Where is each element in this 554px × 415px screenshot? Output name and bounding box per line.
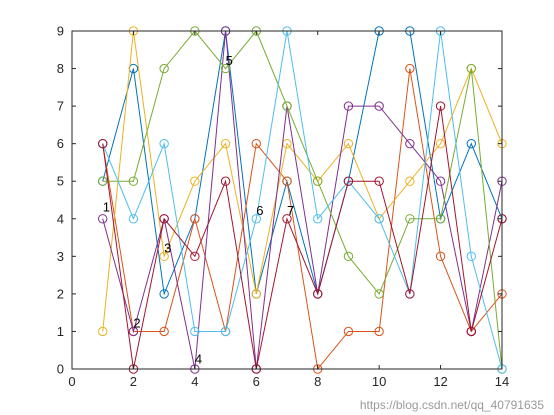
annotation-layer: 1 2 3 4 5 6 7 [103,53,295,367]
data-point [128,176,139,186]
data-point [220,326,231,337]
annotation-label: 7 [287,203,294,218]
annotation-label: 1 [103,199,110,214]
x-tick-label: 10 [372,374,386,389]
data-point [466,326,476,337]
x-tick-label: 6 [253,374,260,389]
data-point [159,251,169,262]
data-point [251,289,261,299]
axes-box [71,30,503,370]
series-line [102,68,503,371]
data-point [435,214,446,224]
y-tick-label: 7 [57,99,64,114]
y-tick-label: 6 [57,136,64,151]
data-point [405,63,415,74]
data-point [98,326,108,337]
data-point [405,138,415,149]
annotation-label: 2 [133,316,140,331]
y-tick-label: 4 [57,211,64,226]
data-point [251,138,261,149]
data-point [190,214,200,224]
data-point [466,63,476,74]
data-point [374,214,384,224]
data-point [466,251,476,262]
data-point [435,176,446,186]
data-point [282,101,292,111]
data-point [128,326,139,337]
x-tick-label: 8 [314,374,321,389]
data-point [98,138,108,149]
annotation-label: 3 [164,241,171,256]
data-point [405,214,415,224]
series-line [102,30,503,370]
data-point [466,138,476,149]
y-tick-label: 9 [57,24,64,39]
data-point [220,138,231,149]
data-point [374,289,384,299]
data-point [251,214,261,224]
y-tick-label: 5 [57,174,64,189]
y-axis: 0 1 2 3 4 5 6 7 8 9 [57,24,502,377]
data-point [190,176,200,186]
data-point [282,176,292,186]
data-point [343,176,354,186]
y-tick-label: 0 [57,362,64,377]
data-point [435,101,446,111]
data-point [435,251,446,262]
data-point [159,326,169,337]
data-point [405,289,415,299]
data-point [313,214,323,224]
data-point [190,326,200,337]
data-point [374,326,384,337]
annotation-label: 6 [256,203,263,218]
annotation-label: 5 [226,53,233,68]
y-tick-label: 1 [57,324,64,339]
data-point [405,176,415,186]
watermark: https://blog.csdn.net/qq_40791635 [359,398,544,412]
series-4 [98,26,507,374]
data-point [98,214,108,224]
data-point [220,176,231,186]
data-point [343,138,354,149]
series-line [102,106,503,370]
data-point [282,214,292,224]
x-tick-label: 4 [191,374,198,389]
series-line [102,30,503,296]
data-point [313,289,323,299]
data-point [313,176,323,186]
data-point [374,176,384,186]
data-point [159,138,169,149]
x-axis: 0 2 4 6 8 10 12 14 [68,31,509,389]
series-5 [98,26,507,374]
y-tick-label: 2 [57,286,64,301]
data-point [159,289,169,299]
y-tick-label: 8 [57,61,64,76]
data-point [343,326,354,337]
x-tick-label: 14 [495,374,509,389]
data-point [343,251,354,262]
series-layer [98,26,507,374]
data-point [128,214,139,224]
data-point [374,101,384,111]
series-line [102,30,503,370]
data-point [435,138,446,149]
x-tick-label: 0 [68,374,75,389]
series-line [102,30,503,370]
annotation-label: 4 [195,351,202,366]
data-point [220,63,231,74]
x-tick-label: 2 [130,374,137,389]
data-point [343,101,354,111]
data-point [159,214,169,224]
data-point [190,251,200,262]
data-point [98,176,108,186]
data-point [159,63,169,74]
x-tick-label: 12 [433,374,447,389]
y-tick-label: 3 [57,249,64,264]
